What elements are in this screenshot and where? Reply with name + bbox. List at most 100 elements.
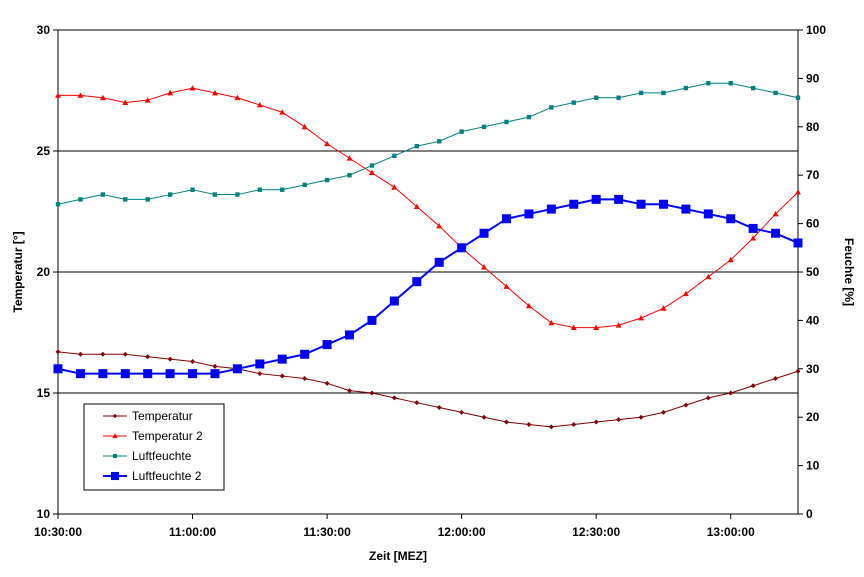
series-line bbox=[57, 198, 799, 375]
data-point bbox=[434, 257, 444, 267]
data-point bbox=[750, 235, 757, 241]
data-point bbox=[144, 97, 151, 103]
data-point bbox=[772, 210, 779, 217]
data-point bbox=[324, 380, 330, 386]
data-point bbox=[638, 414, 644, 420]
data-point bbox=[369, 163, 375, 168]
data-point bbox=[347, 388, 353, 394]
data-point bbox=[55, 202, 61, 207]
data-point bbox=[122, 99, 129, 105]
x-tick-label: 13:00:00 bbox=[707, 525, 755, 539]
data-point bbox=[232, 364, 242, 374]
data-point bbox=[98, 369, 108, 379]
data-point bbox=[255, 359, 265, 369]
data-point bbox=[167, 89, 174, 96]
data-point bbox=[682, 290, 689, 297]
data-point bbox=[569, 199, 579, 209]
data-point bbox=[548, 424, 554, 430]
data-point bbox=[795, 368, 801, 374]
legend-entry: Luftfeuchte bbox=[103, 449, 192, 463]
data-point bbox=[548, 319, 555, 326]
data-point bbox=[345, 330, 355, 340]
data-point bbox=[503, 283, 510, 289]
data-point bbox=[77, 92, 84, 98]
y-right-tick-label: 50 bbox=[806, 265, 820, 279]
data-point bbox=[436, 223, 443, 229]
data-point bbox=[504, 119, 509, 125]
data-point bbox=[78, 197, 83, 202]
data-point bbox=[591, 194, 601, 204]
data-point bbox=[257, 371, 263, 377]
y-right-tick-label: 70 bbox=[806, 168, 820, 182]
legend-label: Luftfeuchte 2 bbox=[132, 469, 202, 483]
legend-marker bbox=[112, 413, 118, 419]
data-point bbox=[681, 204, 691, 214]
data-point bbox=[75, 369, 85, 379]
data-point bbox=[570, 324, 577, 331]
data-point bbox=[661, 90, 666, 96]
data-point bbox=[748, 223, 758, 233]
data-point bbox=[302, 375, 308, 381]
data-point bbox=[571, 421, 577, 427]
y-left-tick-label: 10 bbox=[37, 507, 51, 521]
y-right-tick-label: 20 bbox=[806, 410, 820, 424]
legend: Temperatur Temperatur 2 Luftfeuchte Luftfeu… bbox=[83, 403, 225, 491]
data-point bbox=[481, 124, 487, 129]
data-point bbox=[728, 81, 733, 86]
data-point bbox=[660, 305, 667, 311]
data-point bbox=[571, 100, 576, 105]
legend-entry: Temperatur bbox=[103, 409, 193, 423]
data-point bbox=[100, 351, 106, 357]
data-point bbox=[324, 177, 330, 183]
data-point bbox=[437, 139, 442, 144]
data-point bbox=[459, 409, 465, 415]
series-luftfeuchte bbox=[55, 81, 801, 207]
data-point bbox=[636, 199, 646, 209]
data-point bbox=[705, 395, 711, 401]
data-point bbox=[501, 214, 511, 224]
data-point bbox=[413, 203, 420, 210]
y-right-tick-label: 40 bbox=[806, 313, 820, 327]
data-point bbox=[99, 94, 106, 101]
data-point bbox=[347, 173, 352, 178]
data-point bbox=[638, 314, 645, 321]
data-point bbox=[616, 95, 621, 100]
y-right-tick-label: 60 bbox=[806, 217, 820, 231]
y-axis-left-title: Temperatur [°] bbox=[11, 231, 25, 312]
data-point bbox=[55, 92, 61, 98]
data-point bbox=[279, 109, 286, 115]
data-point bbox=[391, 395, 397, 401]
data-point bbox=[211, 89, 218, 96]
data-point bbox=[190, 359, 196, 365]
data-point bbox=[256, 102, 263, 108]
data-point bbox=[795, 95, 801, 100]
data-point bbox=[324, 140, 331, 147]
y-left-tick-label: 15 bbox=[37, 386, 51, 400]
x-tick-label: 11:00:00 bbox=[169, 525, 217, 539]
y-right-tick-label: 30 bbox=[806, 362, 820, 376]
data-point bbox=[525, 302, 532, 309]
data-point bbox=[793, 238, 803, 248]
data-point bbox=[750, 383, 756, 389]
data-point bbox=[277, 354, 287, 364]
series-line bbox=[57, 82, 799, 205]
data-point bbox=[727, 256, 734, 263]
data-point bbox=[773, 375, 779, 381]
data-point bbox=[368, 169, 375, 176]
legend-marker bbox=[113, 454, 117, 458]
y-axis-right-title: Feuchte [%] bbox=[842, 238, 856, 306]
data-point bbox=[414, 143, 419, 149]
data-point bbox=[614, 194, 624, 204]
data-point bbox=[212, 192, 218, 197]
data-point bbox=[300, 349, 310, 359]
y-right-tick-label: 0 bbox=[806, 507, 813, 521]
data-point bbox=[481, 264, 488, 270]
data-point bbox=[55, 349, 61, 355]
data-point bbox=[210, 369, 220, 379]
data-point bbox=[165, 369, 175, 379]
legend-label: Temperatur 2 bbox=[132, 429, 203, 443]
data-point bbox=[234, 94, 241, 101]
data-point bbox=[391, 184, 398, 190]
legend-marker bbox=[110, 471, 120, 481]
